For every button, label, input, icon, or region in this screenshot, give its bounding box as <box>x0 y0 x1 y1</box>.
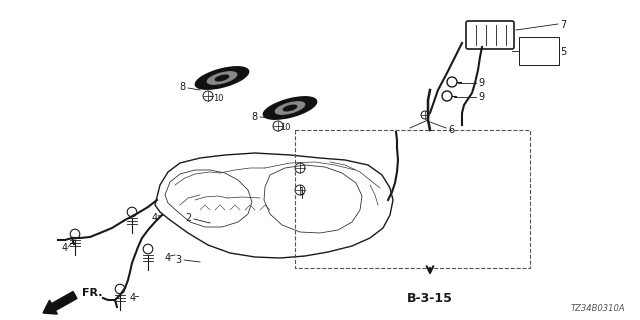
Text: 5: 5 <box>560 47 566 57</box>
Ellipse shape <box>195 67 249 89</box>
Text: 8: 8 <box>179 82 185 92</box>
Text: 4: 4 <box>62 243 68 253</box>
Ellipse shape <box>207 72 237 84</box>
Ellipse shape <box>275 102 305 114</box>
Text: B-3-15: B-3-15 <box>407 292 453 305</box>
Text: 1: 1 <box>299 187 305 197</box>
Text: FR.: FR. <box>82 288 102 298</box>
FancyArrow shape <box>43 292 77 314</box>
Text: TZ34B0310A: TZ34B0310A <box>570 304 625 313</box>
Text: 4: 4 <box>130 293 136 303</box>
Ellipse shape <box>284 105 297 111</box>
Text: 4: 4 <box>152 213 158 223</box>
Text: 3: 3 <box>175 255 181 265</box>
Text: 8: 8 <box>251 112 257 122</box>
Text: 4: 4 <box>165 253 171 263</box>
Text: 10: 10 <box>213 93 223 102</box>
Ellipse shape <box>263 97 317 119</box>
Text: 7: 7 <box>560 20 566 30</box>
Text: 9: 9 <box>478 78 484 88</box>
Text: 10: 10 <box>280 123 291 132</box>
Text: 2: 2 <box>185 213 191 223</box>
Text: 9: 9 <box>478 92 484 102</box>
Text: 6: 6 <box>448 125 454 135</box>
Ellipse shape <box>215 75 228 81</box>
